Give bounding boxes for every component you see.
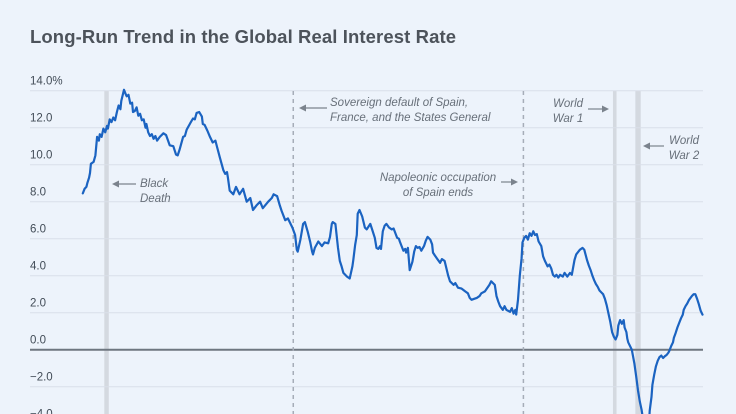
annotation-arrowhead-napoleonic-occupation-ends	[511, 178, 518, 186]
event-band-black-death	[104, 91, 109, 414]
annotation-arrowhead-world-war-2	[643, 142, 650, 150]
series-line-global-real-interest-rate-trend	[81, 88, 704, 414]
event-band-world-war-2	[635, 91, 641, 414]
annotation-label-world-war-2: War 2	[669, 150, 700, 162]
y-tick-label: 8.0	[30, 187, 46, 199]
y-tick-label: 12.0	[30, 113, 52, 125]
y-tick-label: 14.0%	[30, 76, 63, 88]
y-tick-label: 6.0	[30, 224, 46, 236]
annotation-label-black-death: Death	[140, 193, 171, 205]
annotation-label-world-war-1: War 1	[553, 113, 583, 125]
y-tick-label: 10.0	[30, 150, 52, 162]
annotation-label-world-war-1: World	[553, 98, 584, 110]
y-tick-label: 2.0	[30, 298, 46, 310]
event-band-world-war-1	[612, 91, 617, 414]
annotation-arrowhead-sovereign-default-spain	[299, 104, 306, 112]
annotation-arrowhead-black-death	[112, 180, 119, 188]
y-tick-label: 4.0	[30, 261, 46, 273]
annotation-label-world-war-2: World	[669, 135, 700, 147]
annotation-label-black-death: Black	[140, 178, 169, 190]
annotation-label-napoleonic-occupation-ends: Napoleonic occupation	[380, 172, 496, 184]
annotation-label-sovereign-default-spain: France, and the States General	[330, 112, 491, 124]
annotation-label-napoleonic-occupation-ends: of Spain ends	[403, 187, 474, 199]
annotation-label-sovereign-default-spain: Sovereign default of Spain,	[330, 97, 468, 109]
annotation-arrowhead-world-war-1	[602, 105, 609, 113]
y-tick-label: −2.0	[30, 372, 53, 384]
y-tick-label: −4.0	[30, 409, 53, 414]
page-title: Long-Run Trend in the Global Real Intere…	[30, 26, 457, 47]
y-tick-label: 0.0	[30, 335, 46, 347]
